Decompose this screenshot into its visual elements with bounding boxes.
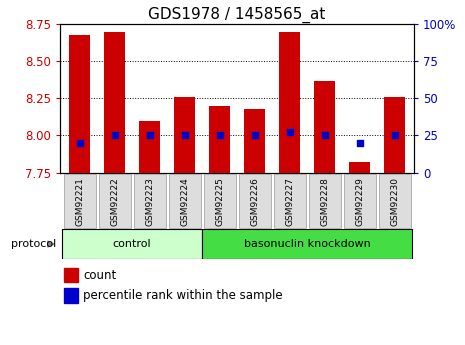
Title: GDS1978 / 1458565_at: GDS1978 / 1458565_at <box>148 7 326 23</box>
Bar <box>69 34 90 172</box>
FancyBboxPatch shape <box>239 174 271 228</box>
Bar <box>279 32 300 173</box>
Text: GSM92225: GSM92225 <box>215 177 224 226</box>
Point <box>391 132 399 138</box>
FancyBboxPatch shape <box>344 174 376 228</box>
Bar <box>64 268 78 282</box>
Bar <box>64 288 78 303</box>
FancyBboxPatch shape <box>133 174 166 228</box>
Text: percentile rank within the sample: percentile rank within the sample <box>83 289 283 302</box>
Text: count: count <box>83 269 117 282</box>
Text: GSM92229: GSM92229 <box>355 177 364 226</box>
Point <box>181 132 188 138</box>
Point <box>321 132 328 138</box>
Text: GSM92230: GSM92230 <box>390 177 399 226</box>
Text: protocol: protocol <box>11 239 56 249</box>
Point <box>146 132 153 138</box>
Point <box>111 132 119 138</box>
FancyBboxPatch shape <box>62 229 202 259</box>
Bar <box>349 162 370 172</box>
Bar <box>384 97 405 172</box>
Bar <box>314 80 335 172</box>
Text: GSM92224: GSM92224 <box>180 177 189 226</box>
Point <box>356 140 363 146</box>
Bar <box>244 109 265 172</box>
Text: GSM92226: GSM92226 <box>250 177 259 226</box>
FancyBboxPatch shape <box>64 174 96 228</box>
Point <box>76 140 83 146</box>
Text: GSM92223: GSM92223 <box>145 177 154 226</box>
FancyBboxPatch shape <box>169 174 201 228</box>
FancyBboxPatch shape <box>204 174 236 228</box>
Bar <box>104 32 125 173</box>
Text: control: control <box>113 239 152 249</box>
FancyBboxPatch shape <box>273 174 306 228</box>
FancyBboxPatch shape <box>379 174 411 228</box>
Bar <box>209 106 230 172</box>
Bar <box>174 97 195 172</box>
Text: GSM92221: GSM92221 <box>75 177 84 226</box>
FancyBboxPatch shape <box>202 229 412 259</box>
Point <box>251 132 259 138</box>
FancyBboxPatch shape <box>309 174 341 228</box>
Text: basonuclin knockdown: basonuclin knockdown <box>244 239 371 249</box>
Point <box>286 130 293 135</box>
Point <box>216 132 223 138</box>
FancyBboxPatch shape <box>99 174 131 228</box>
Text: GSM92228: GSM92228 <box>320 177 329 226</box>
Text: GSM92222: GSM92222 <box>110 177 119 226</box>
Bar <box>139 121 160 172</box>
Text: GSM92227: GSM92227 <box>285 177 294 226</box>
